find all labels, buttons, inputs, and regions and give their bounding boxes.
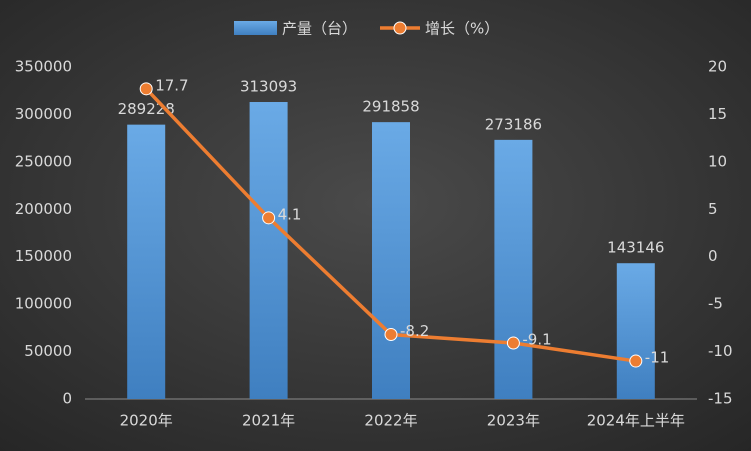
legend-swatch <box>234 21 277 35</box>
bar-value-label: 291858 <box>362 98 419 116</box>
line-point <box>262 211 276 225</box>
y2-tick-label: 15 <box>708 105 727 123</box>
x-tick-label: 2020年 <box>120 412 173 430</box>
y2-tick-label: -10 <box>708 342 733 360</box>
y2-tick-label: 5 <box>708 200 718 218</box>
line-value-label: -11 <box>645 349 670 367</box>
line-value-label: -8.2 <box>400 322 429 340</box>
x-tick-label: 2024年上半年 <box>587 412 685 430</box>
y-tick-label: 200000 <box>15 200 72 218</box>
y2-tick-label: 0 <box>708 247 718 265</box>
x-tick-label: 2021年 <box>242 412 295 430</box>
legend-label: 增长（%） <box>425 20 499 38</box>
line-point <box>506 336 520 350</box>
bar <box>127 124 166 400</box>
y-tick-label: 150000 <box>15 247 72 265</box>
y-tick-label: 100000 <box>15 295 72 313</box>
line-point <box>139 82 153 96</box>
y2-tick-label: 20 <box>708 58 727 76</box>
y-tick-label: 0 <box>62 390 72 408</box>
y2-tick-label: 10 <box>708 152 727 170</box>
bar <box>249 102 288 400</box>
bar <box>494 139 533 399</box>
line-value-label: 17.7 <box>155 76 188 94</box>
x-tick-label: 2023年 <box>487 412 540 430</box>
y-tick-label: 250000 <box>15 152 72 170</box>
y-tick-label: 350000 <box>15 58 72 76</box>
bar-value-label: 313093 <box>240 78 297 96</box>
y2-tick-label: -15 <box>708 390 733 408</box>
bar <box>616 263 655 399</box>
y-tick-label: 300000 <box>15 105 72 123</box>
y-tick-label: 50000 <box>24 342 72 360</box>
line-value-label: -9.1 <box>522 331 551 349</box>
bar-value-label: 273186 <box>485 115 542 133</box>
legend-swatch <box>393 21 407 35</box>
legend-label: 产量（台） <box>282 20 357 38</box>
y2-tick-label: -5 <box>708 295 723 313</box>
line-value-label: 4.1 <box>278 205 302 223</box>
bar <box>372 122 410 399</box>
line-point <box>629 354 643 368</box>
x-tick-label: 2022年 <box>364 412 417 430</box>
bar-value-label: 143146 <box>607 239 664 257</box>
line-point <box>384 327 398 341</box>
